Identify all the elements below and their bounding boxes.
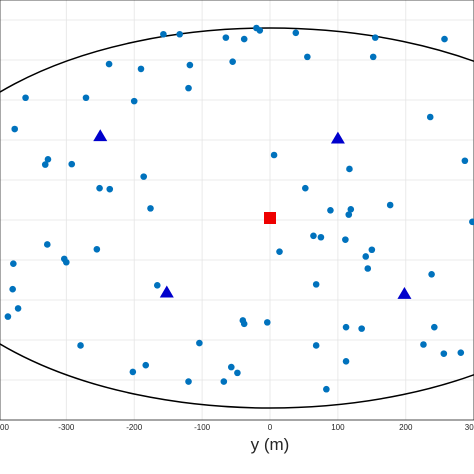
scatter-point: [369, 53, 377, 61]
plot-area-frame: [0, 0, 474, 421]
grid-lines: [0, 0, 474, 421]
scatter-point: [185, 378, 192, 385]
scatter-point: [256, 27, 264, 34]
scatter-point: [222, 34, 230, 41]
scatter-point: [9, 285, 16, 293]
scatter-point: [428, 270, 435, 278]
scatter-point: [342, 236, 349, 243]
scatter-point: [240, 320, 248, 328]
scatter-point: [312, 281, 320, 288]
triangle-marker: [397, 286, 412, 299]
scatter-point: [263, 319, 271, 326]
scatter-point: [270, 151, 278, 159]
scatter-point: [185, 84, 192, 92]
x-tick-label: 200: [399, 423, 413, 432]
triangle-marker: [159, 285, 174, 298]
scatter-point: [420, 341, 427, 348]
scatter-point: [323, 385, 330, 393]
scatter-point: [342, 358, 350, 365]
scatter-point: [457, 349, 465, 356]
triangle-marker: [93, 129, 108, 142]
x-tick-label: 00: [0, 423, 9, 432]
scatter-point: [461, 157, 469, 165]
triangle-marker: [330, 131, 345, 144]
scatter-point: [186, 61, 194, 69]
scatter-point: [41, 161, 49, 168]
square-marker: [264, 212, 276, 224]
scatter-point: [14, 305, 22, 312]
data-points: [4, 24, 474, 393]
x-axis-tick-labels: 00 -300 -200 -100 0 100 200 30: [0, 423, 474, 432]
scatter-point: [304, 53, 311, 61]
scatter-point: [347, 206, 355, 213]
x-tick-label: 30: [465, 423, 474, 432]
scatter-point: [292, 29, 300, 37]
scatter-point: [240, 35, 248, 43]
scatter-point: [96, 184, 103, 192]
scatter-point: [196, 339, 203, 347]
scatter-point: [342, 323, 350, 331]
x-tick-label: -200: [126, 423, 143, 432]
scatter-point: [276, 248, 283, 255]
x-tick-label: 100: [331, 423, 345, 432]
scatter-point: [176, 30, 183, 38]
scatter-point: [310, 232, 317, 240]
scatter-point: [312, 342, 320, 349]
boundary-ellipse: [0, 27, 474, 409]
scatter-point: [362, 253, 370, 260]
scatter-point: [82, 94, 90, 102]
x-tick-label: 0: [268, 423, 273, 432]
scatter-point: [386, 201, 394, 209]
scatter-point: [302, 184, 309, 192]
scatter-point: [22, 94, 29, 102]
x-tick-label: -100: [194, 423, 211, 432]
scatter-point: [317, 233, 325, 241]
x-axis-title: y (m): [251, 435, 290, 454]
scatter-point: [63, 258, 70, 266]
scatter-point: [43, 241, 51, 248]
scatter-point: [142, 361, 150, 369]
scatter-point: [11, 125, 18, 133]
scatter-point: [229, 58, 236, 65]
scatter-point: [327, 207, 334, 214]
scatter-point: [4, 313, 12, 320]
scatter-point: [105, 60, 113, 68]
scatter-point: [77, 342, 84, 349]
scatter-point: [345, 211, 353, 218]
scatter-point: [440, 350, 448, 357]
scatter-point: [227, 363, 235, 371]
scatter-point: [106, 185, 114, 193]
scatter-point: [153, 282, 161, 289]
scatter-point: [93, 245, 101, 253]
scatter-point: [160, 30, 167, 38]
scatter-point: [358, 325, 365, 332]
scatter-point: [129, 368, 137, 376]
scatter-point: [364, 265, 372, 272]
scatter-point: [441, 35, 448, 43]
scatter-point: [234, 369, 241, 377]
x-tick-label: -300: [58, 423, 75, 432]
scatter-point: [147, 205, 154, 212]
scatter-point: [137, 65, 145, 73]
scatter-point: [346, 165, 353, 173]
scatter-point: [44, 156, 52, 163]
scatter-point: [10, 260, 17, 267]
scatter-point: [469, 218, 474, 226]
scatter-point: [140, 173, 148, 180]
scatter-point: [68, 160, 76, 168]
scatter-point: [368, 246, 376, 254]
scatter-point: [426, 113, 434, 121]
scatter-point: [220, 378, 228, 385]
scatter-point: [371, 34, 379, 41]
scatter-point: [431, 323, 438, 331]
scatter-point: [130, 97, 138, 105]
